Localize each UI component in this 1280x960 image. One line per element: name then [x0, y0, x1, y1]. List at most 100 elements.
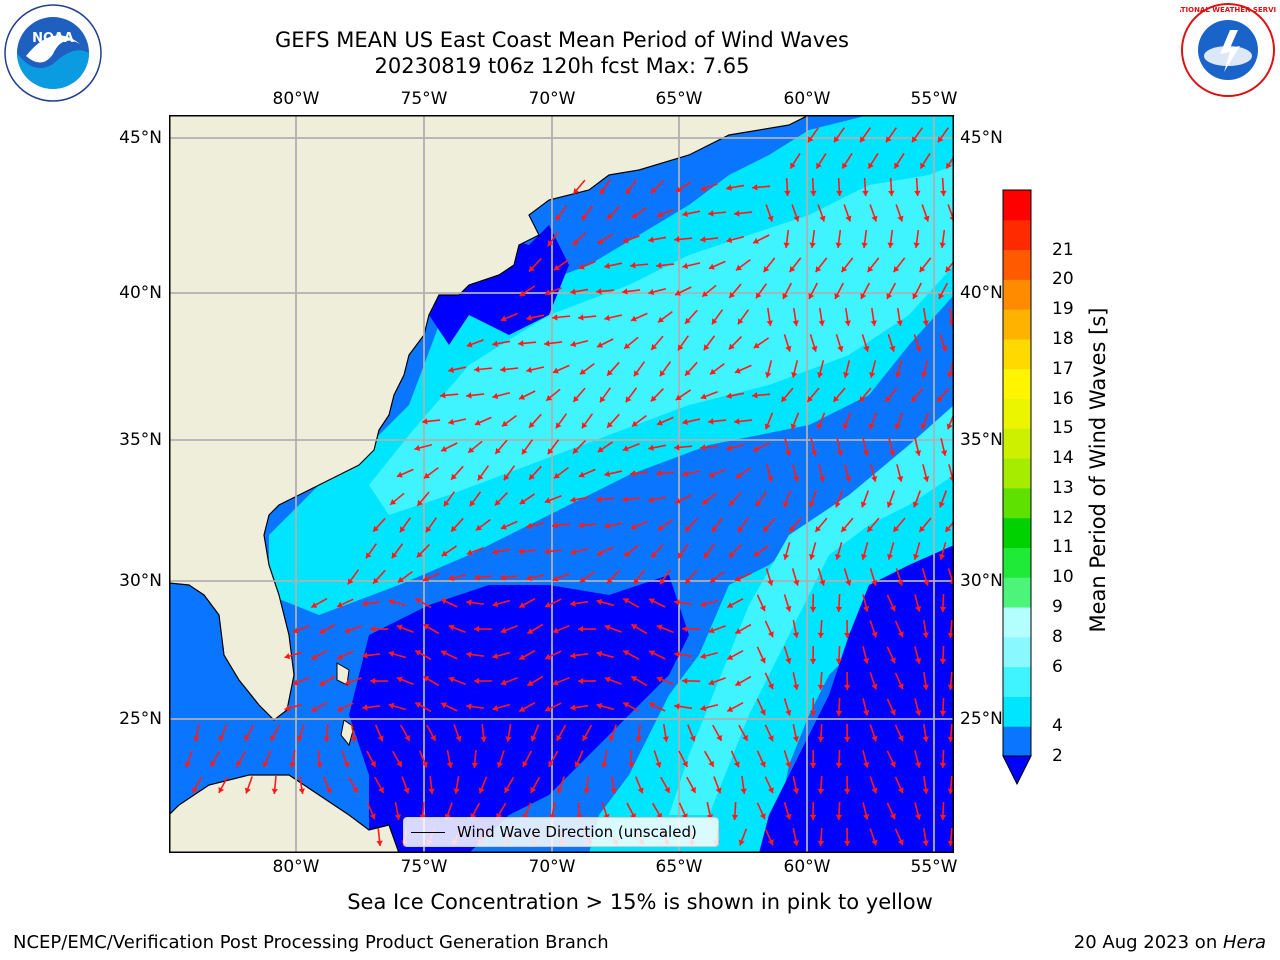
lat-label-right-25n: 25°N — [960, 709, 1003, 729]
colorbar-tick-label: 10 — [1052, 567, 1074, 588]
wave-direction-arrow — [922, 619, 929, 639]
wave-direction-arrow — [674, 703, 693, 710]
wave-direction-arrow — [947, 619, 954, 639]
wave-direction-arrow — [570, 339, 589, 348]
lon-label-bottom-75w: 75°W — [400, 857, 448, 877]
colorbar-tick-label: 6 — [1052, 656, 1063, 677]
wave-direction-arrow — [861, 229, 868, 249]
wave-direction-arrow — [596, 702, 615, 711]
lon-label-top-60w: 60°W — [783, 89, 831, 109]
wave-direction-arrow — [530, 776, 541, 794]
wave-direction-arrow — [766, 464, 774, 482]
wave-direction-arrow — [579, 571, 595, 583]
wave-direction-arrow — [440, 650, 458, 660]
wave-direction-arrow — [700, 652, 719, 660]
wave-direction-arrow — [895, 204, 904, 222]
wave-direction-arrow — [728, 335, 742, 351]
wave-direction-arrow — [843, 204, 852, 222]
wave-direction-arrow — [492, 651, 511, 660]
wave-direction-arrow — [606, 361, 620, 377]
colorbar-scale — [1002, 189, 1032, 786]
wave-direction-arrow — [860, 542, 869, 560]
lat-label-right-30n: 30°N — [960, 571, 1003, 591]
wave-direction-arrow — [528, 257, 542, 273]
colorbar-tick-label: 11 — [1052, 537, 1074, 558]
colorbar-segment — [1003, 696, 1031, 727]
wave-direction-arrow — [466, 339, 484, 348]
wave-direction-arrow — [809, 801, 817, 821]
wave-direction-arrow — [548, 750, 559, 768]
wave-direction-arrow — [808, 282, 819, 300]
wave-direction-arrow — [504, 776, 515, 794]
wave-direction-arrow — [596, 496, 615, 503]
lon-label-top-80w: 80°W — [272, 89, 320, 109]
wave-direction-arrow — [836, 438, 844, 456]
wave-direction-arrow — [894, 828, 904, 846]
wave-direction-arrow — [895, 360, 903, 378]
wave-direction-arrow — [544, 287, 562, 296]
wave-direction-arrow — [832, 387, 846, 403]
wave-direction-arrow — [789, 152, 801, 170]
wave-direction-arrow — [572, 387, 586, 403]
noaa-logo: NOAA — [4, 4, 102, 102]
wave-direction-arrow — [501, 414, 517, 428]
wave-direction-arrow — [835, 749, 843, 769]
wave-direction-arrow — [572, 232, 587, 246]
wave-direction-arrow — [474, 366, 493, 373]
wave-direction-arrow — [726, 184, 745, 191]
wave-direction-arrow — [289, 749, 296, 769]
wave-direction-arrow — [703, 335, 716, 351]
wave-direction-arrow — [656, 676, 674, 686]
wave-direction-arrow — [570, 548, 589, 556]
wave-direction-arrow — [656, 624, 674, 634]
wave-direction-arrow — [783, 646, 792, 664]
lat-label-right-45n: 45°N — [960, 128, 1003, 148]
wave-direction-arrow — [708, 260, 726, 270]
wave-direction-arrow — [376, 827, 383, 847]
wave-direction-arrow — [648, 702, 666, 712]
wave-direction-arrow — [818, 307, 825, 327]
wave-direction-arrow — [792, 776, 800, 794]
wave-direction-arrow — [735, 467, 751, 479]
wave-direction-arrow — [869, 620, 878, 638]
wave-direction-arrow — [913, 334, 922, 352]
wave-direction-arrow — [814, 517, 828, 533]
wave-direction-arrow — [446, 750, 454, 768]
wave-direction-arrow — [596, 338, 614, 348]
wave-direction-arrow — [947, 775, 954, 795]
colorbar-tick-label: 2 — [1052, 746, 1063, 766]
wave-direction-arrow — [414, 649, 432, 661]
wave-direction-arrow — [362, 652, 381, 659]
wave-direction-arrow — [630, 262, 649, 269]
wave-direction-arrow — [834, 282, 845, 300]
wave-direction-arrow — [500, 312, 518, 322]
wave-direction-arrow — [734, 210, 753, 217]
wave-direction-arrow — [753, 545, 769, 557]
wave-direction-arrow — [596, 598, 615, 607]
wave-direction-arrow — [947, 827, 954, 847]
wave-direction-arrow — [766, 307, 773, 327]
wave-direction-arrow — [347, 569, 360, 585]
wave-direction-arrow — [835, 645, 843, 665]
wave-direction-arrow — [809, 593, 817, 613]
wave-direction-arrow — [659, 361, 672, 377]
colorbar-segment — [1003, 190, 1031, 221]
wave-direction-arrow — [843, 360, 851, 378]
wave-direction-arrow — [556, 724, 567, 742]
colorbar-segment — [1003, 547, 1031, 578]
wave-direction-arrow — [833, 127, 846, 143]
wave-direction-arrow — [726, 392, 745, 399]
lat-label-right-40n: 40°N — [960, 283, 1003, 303]
wave-direction-arrow — [526, 623, 544, 635]
wave-direction-arrow — [581, 205, 594, 221]
legend-label: Wind Wave Direction (unscaled) — [457, 823, 697, 841]
wave-direction-arrow — [686, 776, 697, 794]
wave-direction-arrow — [843, 568, 852, 586]
wave-direction-arrow — [869, 672, 878, 690]
wave-direction-arrow — [894, 412, 904, 430]
wave-direction-arrow — [336, 702, 354, 712]
colorbar-tick-label: 14 — [1052, 448, 1074, 469]
wave-direction-arrow — [944, 520, 954, 533]
wave-direction-arrow — [701, 284, 717, 298]
wave-direction-arrow — [622, 235, 640, 244]
